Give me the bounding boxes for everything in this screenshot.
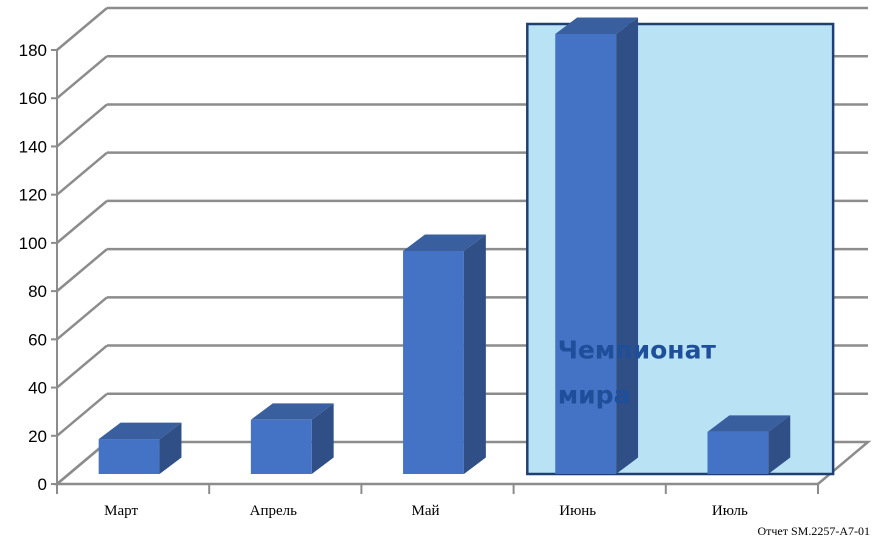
gridline-diagonal <box>56 55 108 100</box>
bar-top <box>403 234 486 251</box>
gridline-diagonal <box>56 103 108 148</box>
gridline-diagonal <box>56 7 108 51</box>
gridline-diagonal <box>56 151 108 196</box>
bar-front <box>555 34 617 474</box>
y-tick-label: 120 <box>19 186 47 205</box>
highlight-label: Чемпионат мира <box>558 336 717 410</box>
y-tick-label: 100 <box>19 234 47 253</box>
gridline-diagonal <box>56 392 108 437</box>
bar-side <box>311 403 334 474</box>
y-tick-label: 160 <box>19 89 47 108</box>
figure-caption: Отчет SM.2257-A7-01 <box>757 524 870 538</box>
y-tick-label: 40 <box>28 379 47 398</box>
bar-Май <box>403 234 486 474</box>
gridline-diagonal <box>56 248 108 293</box>
category-label: Апрель <box>250 503 298 519</box>
y-tick-labels: 0 20 40 60 80 100 120 140 160 180 <box>19 41 47 494</box>
bar-top <box>250 403 334 420</box>
category-label: Июнь <box>559 503 596 519</box>
bar-front <box>707 431 769 474</box>
bar-Июль <box>707 415 791 474</box>
y-tick-label: 0 <box>38 475 47 494</box>
bar-top <box>707 415 791 432</box>
bar-side <box>463 234 486 474</box>
y-tick-label: 60 <box>28 330 47 349</box>
axes <box>51 49 819 494</box>
y-tick-label: 20 <box>28 427 47 446</box>
category-label: Июль <box>712 503 748 519</box>
bar-side <box>616 17 639 474</box>
bar-front <box>250 419 312 474</box>
bar-top <box>555 17 639 34</box>
bar-Март <box>98 422 182 474</box>
y-tick-label: 80 <box>28 282 47 301</box>
gridline-diagonal <box>56 296 108 341</box>
highlight-label-line: Чемпионат <box>558 336 717 365</box>
gridline-diagonal <box>56 344 108 389</box>
gridline-diagonal <box>56 199 108 244</box>
y-tick-label: 140 <box>19 137 47 156</box>
category-labels: Март Апрель Май Июнь Июль <box>104 503 748 519</box>
bar-side <box>768 415 791 474</box>
bar-top <box>98 422 182 440</box>
bar-front <box>98 439 160 474</box>
bar-side <box>159 422 182 474</box>
y-tick-label: 180 <box>19 41 47 60</box>
bars <box>98 17 791 474</box>
bar-front <box>403 251 464 474</box>
bar-Июнь <box>555 17 639 474</box>
bar-Апрель <box>250 403 334 474</box>
category-label: Май <box>411 503 439 519</box>
highlight-label-line: мира <box>558 381 631 410</box>
category-label: Март <box>104 503 138 519</box>
